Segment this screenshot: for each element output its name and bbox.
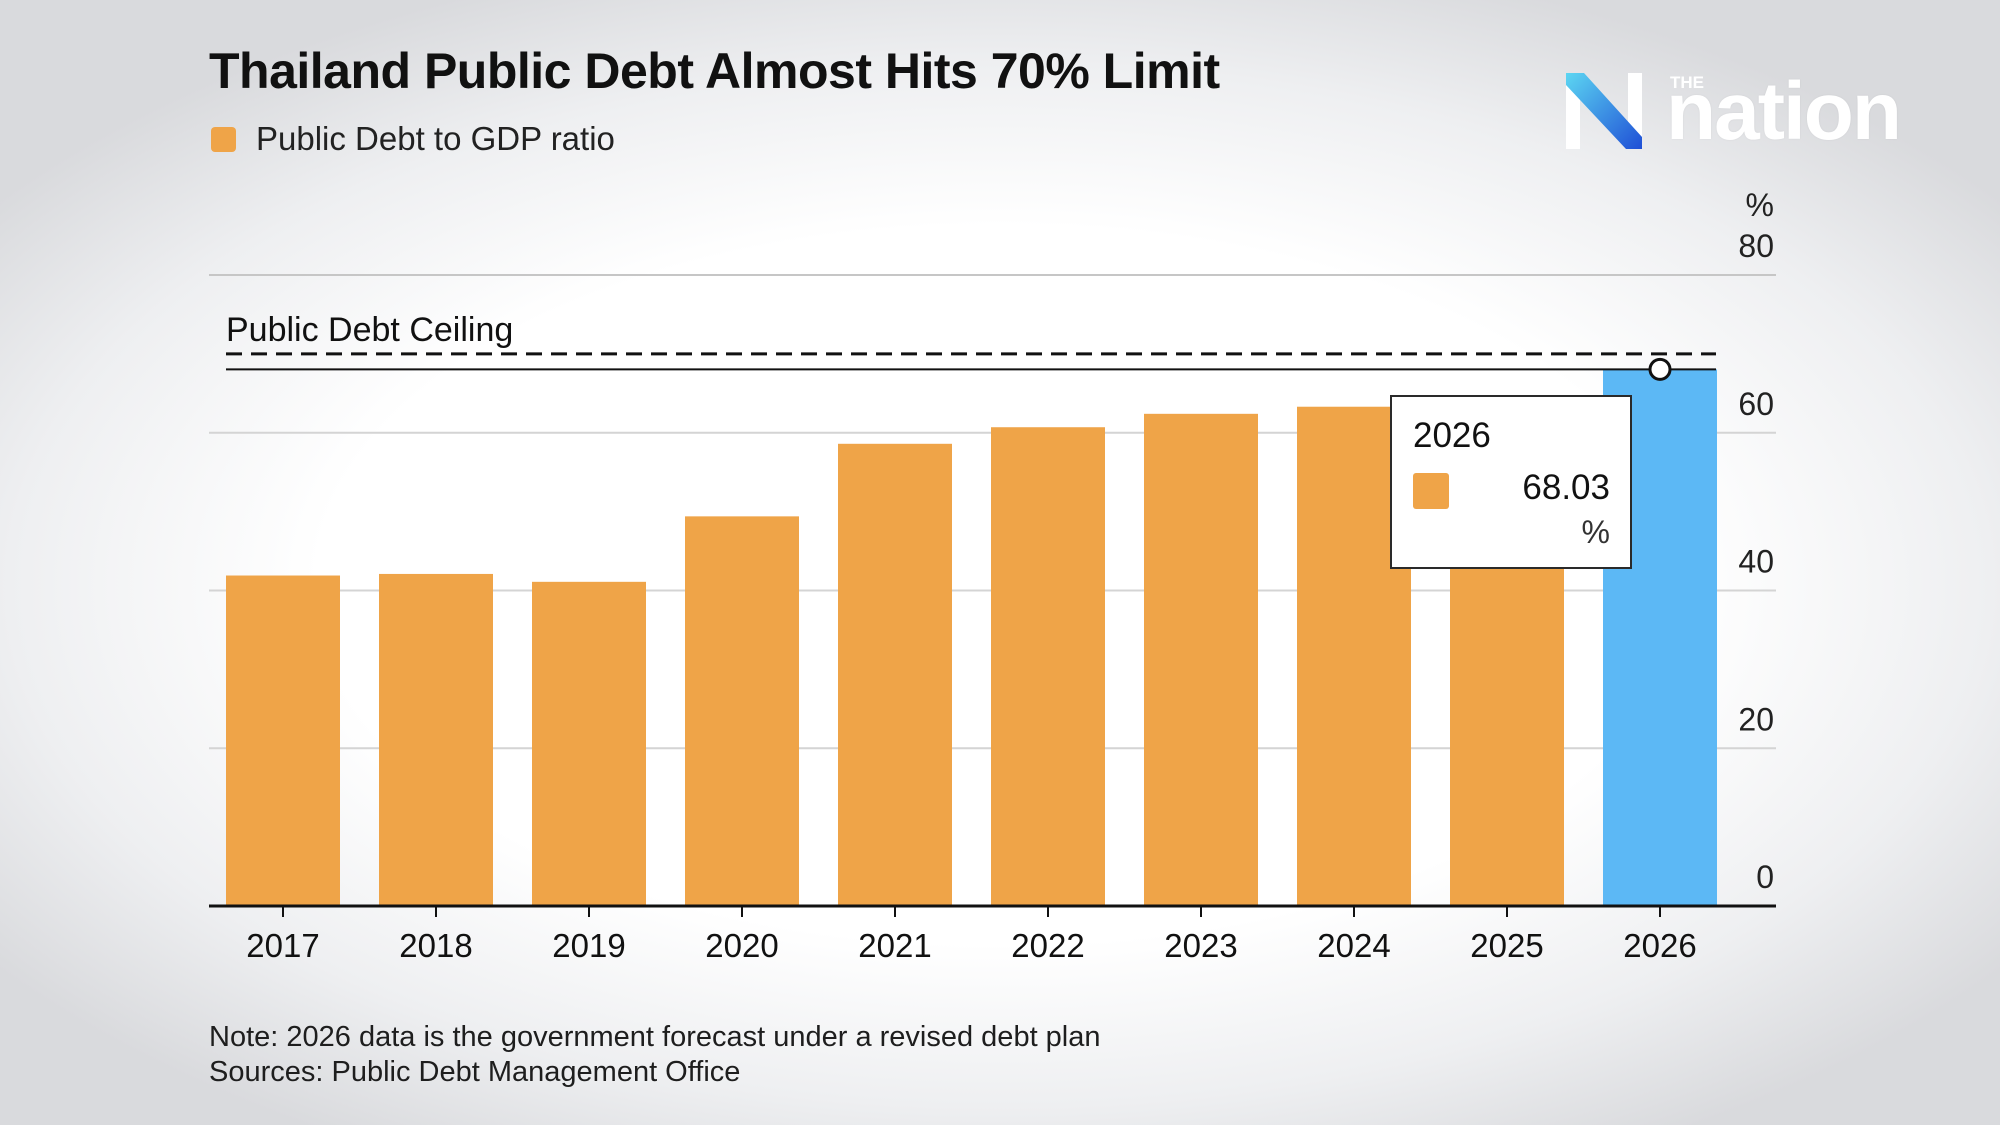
x-tick-label-2025: 2025	[1470, 927, 1543, 964]
logo-wordmark: nation	[1666, 66, 1902, 157]
x-tick-label-2020: 2020	[705, 927, 778, 964]
hover-marker	[1648, 357, 1672, 381]
y-tick-label-0: 0	[1756, 859, 1774, 895]
tooltip-unit: %	[1581, 514, 1610, 550]
y-tick-label-80: 80	[1738, 228, 1774, 264]
legend[interactable]: Public Debt to GDP ratio	[211, 120, 615, 158]
y-tick-label-40: 40	[1738, 544, 1774, 580]
legend-label: Public Debt to GDP ratio	[256, 120, 615, 157]
bar-2019	[532, 581, 646, 906]
x-tick-label-2024: 2024	[1317, 927, 1390, 964]
y-axis-ticks: % 0 20 40 60 80	[1738, 187, 1774, 895]
hover-marker-dot	[1648, 357, 1672, 381]
debt-ceiling-annotation: Public Debt Ceiling	[226, 311, 1716, 371]
bar-2020	[685, 516, 799, 906]
legend-swatch	[211, 126, 236, 152]
bars	[226, 369, 1717, 907]
x-tick-label-2018: 2018	[399, 927, 472, 964]
bar-2022	[991, 427, 1105, 906]
y-tick-label-20: 20	[1738, 701, 1774, 737]
tooltip-value: 68.03	[1522, 468, 1610, 507]
bar-2017	[226, 575, 340, 906]
logo-the-text: THE	[1670, 73, 1704, 92]
x-tick-label-2021: 2021	[858, 927, 931, 964]
x-tick-label-2026: 2026	[1623, 927, 1696, 964]
x-tick-label-2019: 2019	[552, 927, 625, 964]
x-tick-label-2023: 2023	[1164, 927, 1237, 964]
x-axis: 2017 2018 2019 2020 2021 2022 2023 2024 2025 2026	[209, 904, 1776, 964]
chart-title: Thailand Public Debt Almost Hits 70% Lim…	[209, 43, 1220, 99]
x-tick-label-2017: 2017	[246, 927, 319, 964]
debt-ceiling-label: Public Debt Ceiling	[226, 311, 513, 349]
footnote-note: Note: 2026 data is the government foreca…	[209, 1021, 1101, 1053]
x-tick-label-2022: 2022	[1011, 927, 1084, 964]
y-tick-label-60: 60	[1738, 386, 1774, 422]
the-nation-n-logo-icon	[1566, 73, 1642, 149]
bar-2021	[838, 443, 952, 906]
tooltip-swatch	[1413, 473, 1449, 509]
bar-2018	[379, 573, 493, 906]
y-axis-unit-label: %	[1746, 187, 1774, 223]
tooltip-category: 2026	[1413, 416, 1491, 455]
the-nation-logo[interactable]: THE nation	[1566, 66, 1916, 157]
footnote-sources: Sources: Public Debt Management Office	[209, 1056, 741, 1088]
tooltip: 2026 68.03 %	[1390, 395, 1632, 569]
bar-2023	[1144, 413, 1258, 906]
